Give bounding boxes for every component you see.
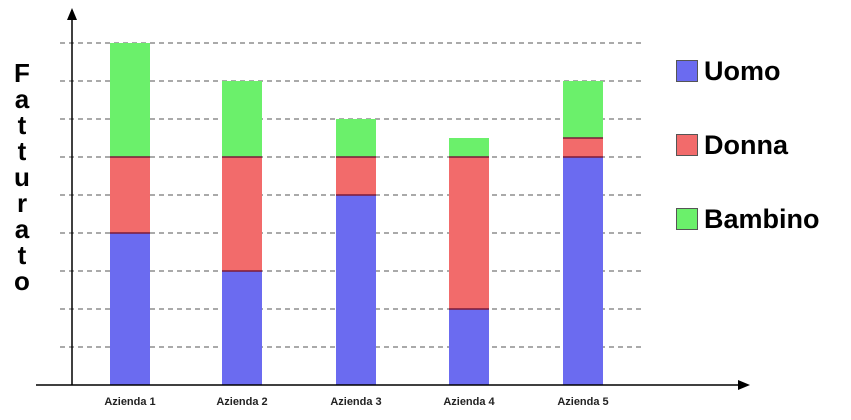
legend-item-donna: Donna — [676, 126, 820, 164]
y-axis-label-letter: a — [14, 214, 30, 244]
legend-swatch — [676, 208, 698, 230]
bar-uomo-3 — [336, 195, 376, 385]
bar-bambino-1 — [110, 43, 150, 157]
y-axis-arrow — [67, 8, 77, 20]
x-axis-arrow — [738, 380, 750, 390]
legend-item-bambino: Bambino — [676, 200, 820, 238]
bar-donna-3 — [336, 157, 376, 195]
bar-bambino-2 — [222, 81, 262, 157]
bar-bambino-5 — [563, 81, 603, 138]
bar-donna-1 — [110, 157, 150, 233]
legend-item-uomo: Uomo — [676, 52, 820, 90]
x-tick-label: Azienda 3 — [330, 396, 381, 408]
y-axis-label-letter: a — [14, 84, 30, 114]
y-axis-label-letter: u — [14, 162, 30, 192]
legend: Uomo Donna Bambino — [676, 52, 820, 274]
legend-label: Bambino — [704, 203, 820, 234]
bar-donna-5 — [563, 138, 603, 157]
y-axis-label-letter: t — [17, 110, 27, 140]
legend-swatch — [676, 60, 698, 82]
x-tick-label: Azienda 4 — [443, 396, 495, 408]
bar-bambino-3 — [336, 119, 376, 157]
x-tick-label: Azienda 5 — [557, 396, 608, 408]
y-axis-label-letter: t — [17, 136, 27, 166]
bar-donna-4 — [449, 157, 489, 309]
bar-uomo-5 — [563, 157, 603, 385]
y-axis-label-letter: o — [14, 266, 30, 296]
x-tick-labels: Azienda 1 Azienda 2 Azienda 3 Azienda 4 Azie… — [104, 396, 608, 408]
x-tick-label: Azienda 1 — [104, 396, 155, 408]
y-axis-label-letter: t — [17, 240, 27, 270]
bar-bambino-4 — [449, 138, 489, 157]
bar-donna-2 — [222, 157, 262, 271]
axes — [36, 8, 750, 390]
legend-label: Uomo — [704, 55, 781, 86]
bar-uomo-2 — [222, 271, 262, 385]
x-tick-label: Azienda 2 — [216, 396, 267, 408]
legend-label: Donna — [704, 129, 788, 160]
y-axis-label-letter: F — [14, 58, 30, 88]
legend-swatch — [676, 134, 698, 156]
bars — [110, 43, 603, 385]
y-axis-label-letter: r — [16, 188, 28, 218]
bar-uomo-1 — [110, 233, 150, 385]
bar-uomo-4 — [449, 309, 489, 385]
